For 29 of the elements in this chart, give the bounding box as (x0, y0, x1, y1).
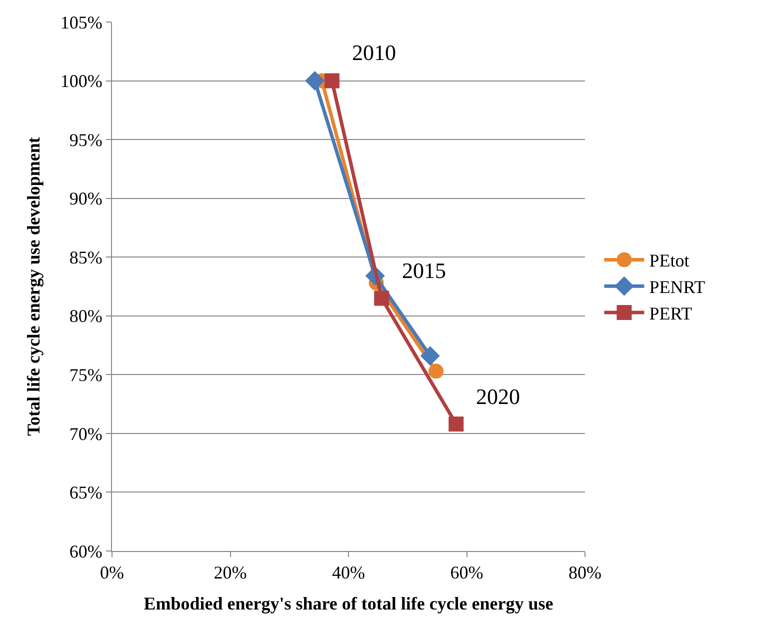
x-tick-label: 40% (332, 562, 365, 583)
y-tick-label: 105% (60, 12, 102, 32)
point (305, 71, 325, 91)
y-tick-label: 60% (69, 541, 102, 562)
point (448, 416, 464, 432)
y-tick-label: 100% (60, 71, 102, 92)
x-tick-label: 80% (568, 562, 602, 583)
annotation: 2010 (352, 40, 396, 65)
legend-label: PENRT (649, 277, 706, 298)
point (324, 73, 340, 88)
x-tick-label: 0% (100, 562, 124, 583)
y-tick-label: 70% (69, 424, 102, 444)
legend-label: PEtot (649, 250, 690, 271)
y-tick-label: 75% (69, 364, 102, 385)
x-axis-title: Embodied energy's share of total life cycle energy use (144, 594, 554, 614)
y-axis-title: Total life cycle energy use development (24, 137, 44, 436)
y-tick-label: 90% (69, 188, 102, 209)
x-tick-label: 20% (214, 562, 247, 583)
annotation: 2020 (476, 384, 520, 409)
x-tick-label: 60% (450, 562, 484, 583)
point (420, 346, 440, 366)
y-tick-label: 95% (69, 130, 102, 150)
point (374, 290, 390, 306)
legend-label: PERT (649, 304, 692, 324)
annotation: 2015 (402, 258, 446, 283)
point (428, 364, 444, 379)
y-tick-label: 80% (69, 306, 102, 326)
y-tick-label: 85% (69, 247, 102, 268)
y-tick-label: 65% (69, 482, 102, 503)
